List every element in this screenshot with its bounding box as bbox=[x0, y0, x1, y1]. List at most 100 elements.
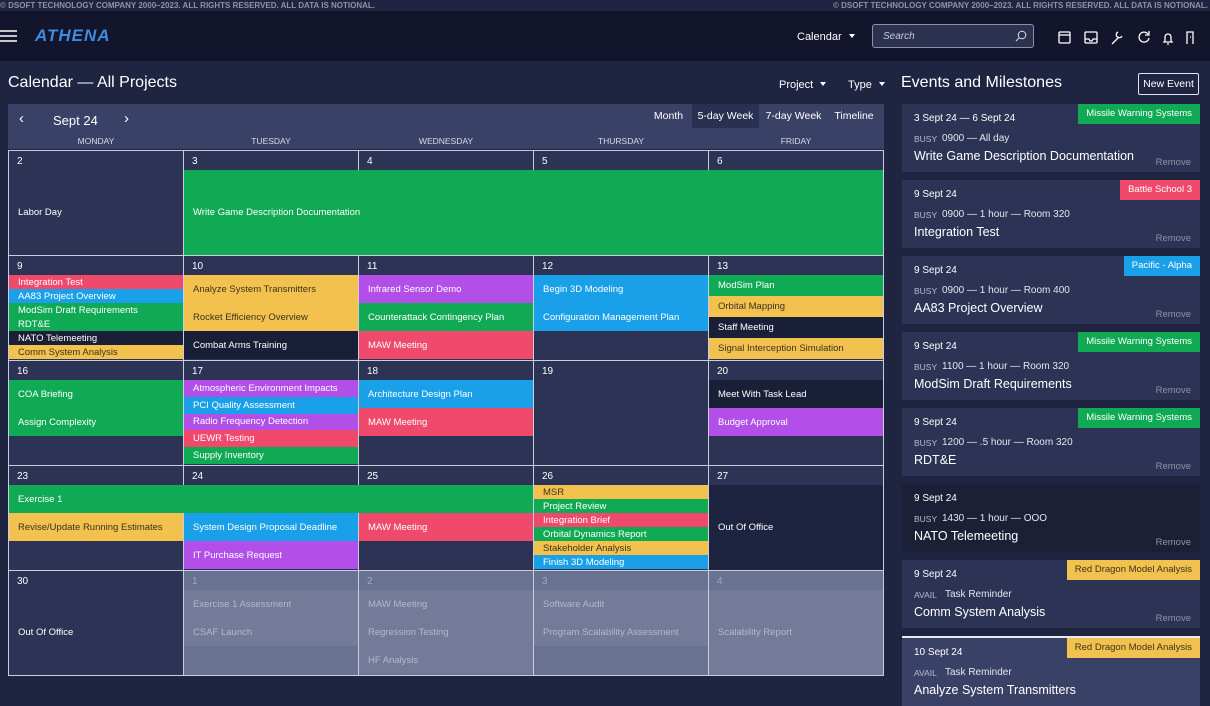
event-banner[interactable]: Exercise 1 bbox=[9, 485, 533, 513]
card-date: 9 Sept 24 bbox=[914, 493, 957, 504]
event[interactable]: Integration Brief bbox=[534, 513, 708, 527]
search-box[interactable]: Search bbox=[872, 24, 1034, 48]
event-card[interactable]: 9 Sept 24 Pacific - Alpha BUSY 0900 — 1 hou… bbox=[902, 256, 1200, 324]
event[interactable]: ModSim Draft Requirements bbox=[9, 303, 183, 317]
event-card[interactable]: 9 Sept 24 Missile Warning Systems BUSY 1200… bbox=[902, 408, 1200, 476]
remove-link[interactable]: Remove bbox=[1155, 613, 1191, 624]
event[interactable]: Rocket Efficiency Overview bbox=[184, 303, 358, 331]
prev-button[interactable]: ‹ bbox=[19, 110, 24, 127]
event[interactable]: Program Scalability Assessment bbox=[534, 618, 708, 646]
event[interactable]: Combat Arms Training bbox=[184, 331, 358, 359]
next-button[interactable]: › bbox=[124, 110, 129, 127]
event[interactable]: RDT&E bbox=[9, 317, 183, 331]
remove-link[interactable]: Remove bbox=[1155, 385, 1191, 396]
weekday: THURSDAY bbox=[597, 136, 645, 146]
event[interactable]: Regression Testing bbox=[359, 618, 533, 646]
day-number: 19 bbox=[542, 366, 554, 377]
event[interactable]: UEWR Testing bbox=[184, 430, 358, 448]
event[interactable]: Supply Inventory bbox=[184, 447, 358, 464]
day-cell: 4 Scalability Report bbox=[709, 571, 883, 675]
event[interactable]: Analyze System Transmitters bbox=[184, 275, 358, 303]
filter[interactable]: Type bbox=[848, 79, 885, 91]
new-event-button[interactable]: New Event bbox=[1138, 73, 1199, 95]
event[interactable]: NATO Telemeeting bbox=[9, 331, 183, 345]
event[interactable]: COA Briefing bbox=[9, 380, 183, 408]
event[interactable]: Staff Meeting bbox=[709, 317, 883, 338]
card-detail: 1430 — 1 hour — OOO bbox=[942, 513, 1048, 524]
event[interactable]: Orbital Dynamics Report bbox=[534, 527, 708, 541]
event-banner[interactable]: Write Game Description Documentation bbox=[184, 170, 883, 255]
event-card[interactable]: 9 Sept 24 Red Dragon Model Analysis AVAIL T… bbox=[902, 560, 1200, 628]
event[interactable]: Assign Complexity bbox=[9, 408, 183, 436]
event[interactable]: AA83 Project Overview bbox=[9, 289, 183, 303]
event[interactable]: Out Of Office bbox=[709, 485, 883, 570]
event[interactable]: Comm System Analysis bbox=[9, 345, 183, 359]
event-card[interactable]: 9 Sept 24 BUSY 1430 — 1 hour — OOO NATO Tel… bbox=[902, 484, 1200, 552]
event[interactable]: Begin 3D Modeling bbox=[534, 275, 708, 303]
day-number: 16 bbox=[17, 366, 29, 377]
card-title: AA83 Project Overview bbox=[914, 301, 1043, 315]
event[interactable]: Revise/Update Running Estimates bbox=[9, 513, 183, 541]
menu-icon[interactable] bbox=[0, 29, 18, 43]
remove-link[interactable]: Remove bbox=[1155, 309, 1191, 320]
event[interactable]: Out Of Office bbox=[9, 590, 183, 675]
event[interactable]: MSR bbox=[534, 485, 708, 499]
event-card[interactable]: 9 Sept 24 Missile Warning Systems BUSY 1100… bbox=[902, 332, 1200, 400]
day-cell: 11 Infrared Sensor Demo Counterattack Cont… bbox=[359, 256, 533, 360]
day-cell: 16 COA Briefing Assign Complexity bbox=[9, 361, 183, 465]
event[interactable]: Finish 3D Modeling bbox=[534, 555, 708, 569]
event[interactable]: CSAF Launch bbox=[184, 618, 358, 646]
event[interactable]: Budget Approval bbox=[709, 408, 883, 436]
event[interactable]: Project Review bbox=[534, 499, 708, 513]
day-number: 11 bbox=[367, 261, 378, 272]
view-button[interactable]: 7-day Week bbox=[765, 110, 822, 122]
event[interactable]: MAW Meeting bbox=[359, 331, 533, 359]
filter[interactable]: Project bbox=[779, 79, 826, 91]
event[interactable]: Labor Day bbox=[9, 170, 183, 255]
event[interactable]: Meet With Task Lead bbox=[709, 380, 883, 408]
card-date: 9 Sept 24 bbox=[914, 189, 957, 200]
remove-link[interactable]: Remove bbox=[1155, 537, 1191, 548]
event[interactable]: MAW Meeting bbox=[359, 590, 533, 618]
event[interactable]: System Design Proposal Deadline bbox=[184, 513, 358, 541]
logo[interactable]: ATHENA bbox=[35, 26, 111, 45]
event[interactable]: Architecture Design Plan bbox=[359, 380, 533, 408]
view-button[interactable]: Timeline bbox=[834, 110, 874, 122]
event-card[interactable]: 10 Sept 24 Red Dragon Model Analysis AVAIL… bbox=[902, 636, 1200, 706]
card-status: BUSY bbox=[914, 438, 938, 448]
day-number: 4 bbox=[367, 156, 373, 167]
nav-menu[interactable]: Calendar bbox=[797, 31, 855, 43]
remove-link[interactable]: Remove bbox=[1155, 461, 1191, 472]
event[interactable]: Scalability Report bbox=[709, 590, 883, 675]
toolbar-icons[interactable] bbox=[1056, 28, 1206, 48]
day-cell: 9 Integration Test AA83 Project Overview Mo… bbox=[9, 256, 183, 360]
remove-link[interactable]: Remove bbox=[1155, 157, 1191, 168]
day-cell: 13 ModSim Plan Orbital Mapping Staff Meetin… bbox=[709, 256, 883, 360]
remove-link[interactable]: Remove bbox=[1155, 233, 1191, 244]
event[interactable]: ModSim Plan bbox=[709, 275, 883, 296]
event[interactable]: HF Analysis bbox=[359, 646, 533, 674]
card-status: BUSY bbox=[914, 210, 938, 220]
event[interactable]: MAW Meeting bbox=[359, 408, 533, 436]
event[interactable]: MAW Meeting bbox=[359, 513, 533, 541]
panel-title: Events and Milestones bbox=[901, 74, 1062, 91]
view-button[interactable]: Month bbox=[653, 110, 684, 122]
event[interactable]: Stakeholder Analysis bbox=[534, 541, 708, 555]
event[interactable]: PCI Quality Assessment bbox=[184, 396, 358, 414]
weekday: MONDAY bbox=[77, 136, 115, 146]
event-card[interactable]: 9 Sept 24 Battle School 3 BUSY 0900 — 1 hou… bbox=[902, 180, 1200, 248]
event[interactable]: Software Audit bbox=[534, 590, 708, 618]
event-card[interactable]: 3 Sept 24 — 6 Sept 24 Missile Warning Sys… bbox=[902, 104, 1200, 172]
event[interactable]: Atmospheric Environment Impacts bbox=[184, 380, 358, 397]
event[interactable]: Signal Interception Simulation bbox=[709, 338, 883, 359]
event[interactable]: Exercise 1 Assessment bbox=[184, 590, 358, 618]
event[interactable]: Counterattack Contingency Plan bbox=[359, 303, 533, 331]
day-number: 23 bbox=[17, 471, 29, 482]
event[interactable]: Configuration Management Plan bbox=[534, 303, 708, 331]
event[interactable]: Radio Frequency Detection bbox=[184, 413, 358, 431]
event[interactable]: Orbital Mapping bbox=[709, 296, 883, 317]
event[interactable]: IT Purchase Request bbox=[184, 541, 358, 569]
view-button[interactable]: 5-day Week bbox=[692, 104, 759, 128]
event[interactable]: Infrared Sensor Demo bbox=[359, 275, 533, 303]
event[interactable]: Integration Test bbox=[9, 275, 183, 289]
